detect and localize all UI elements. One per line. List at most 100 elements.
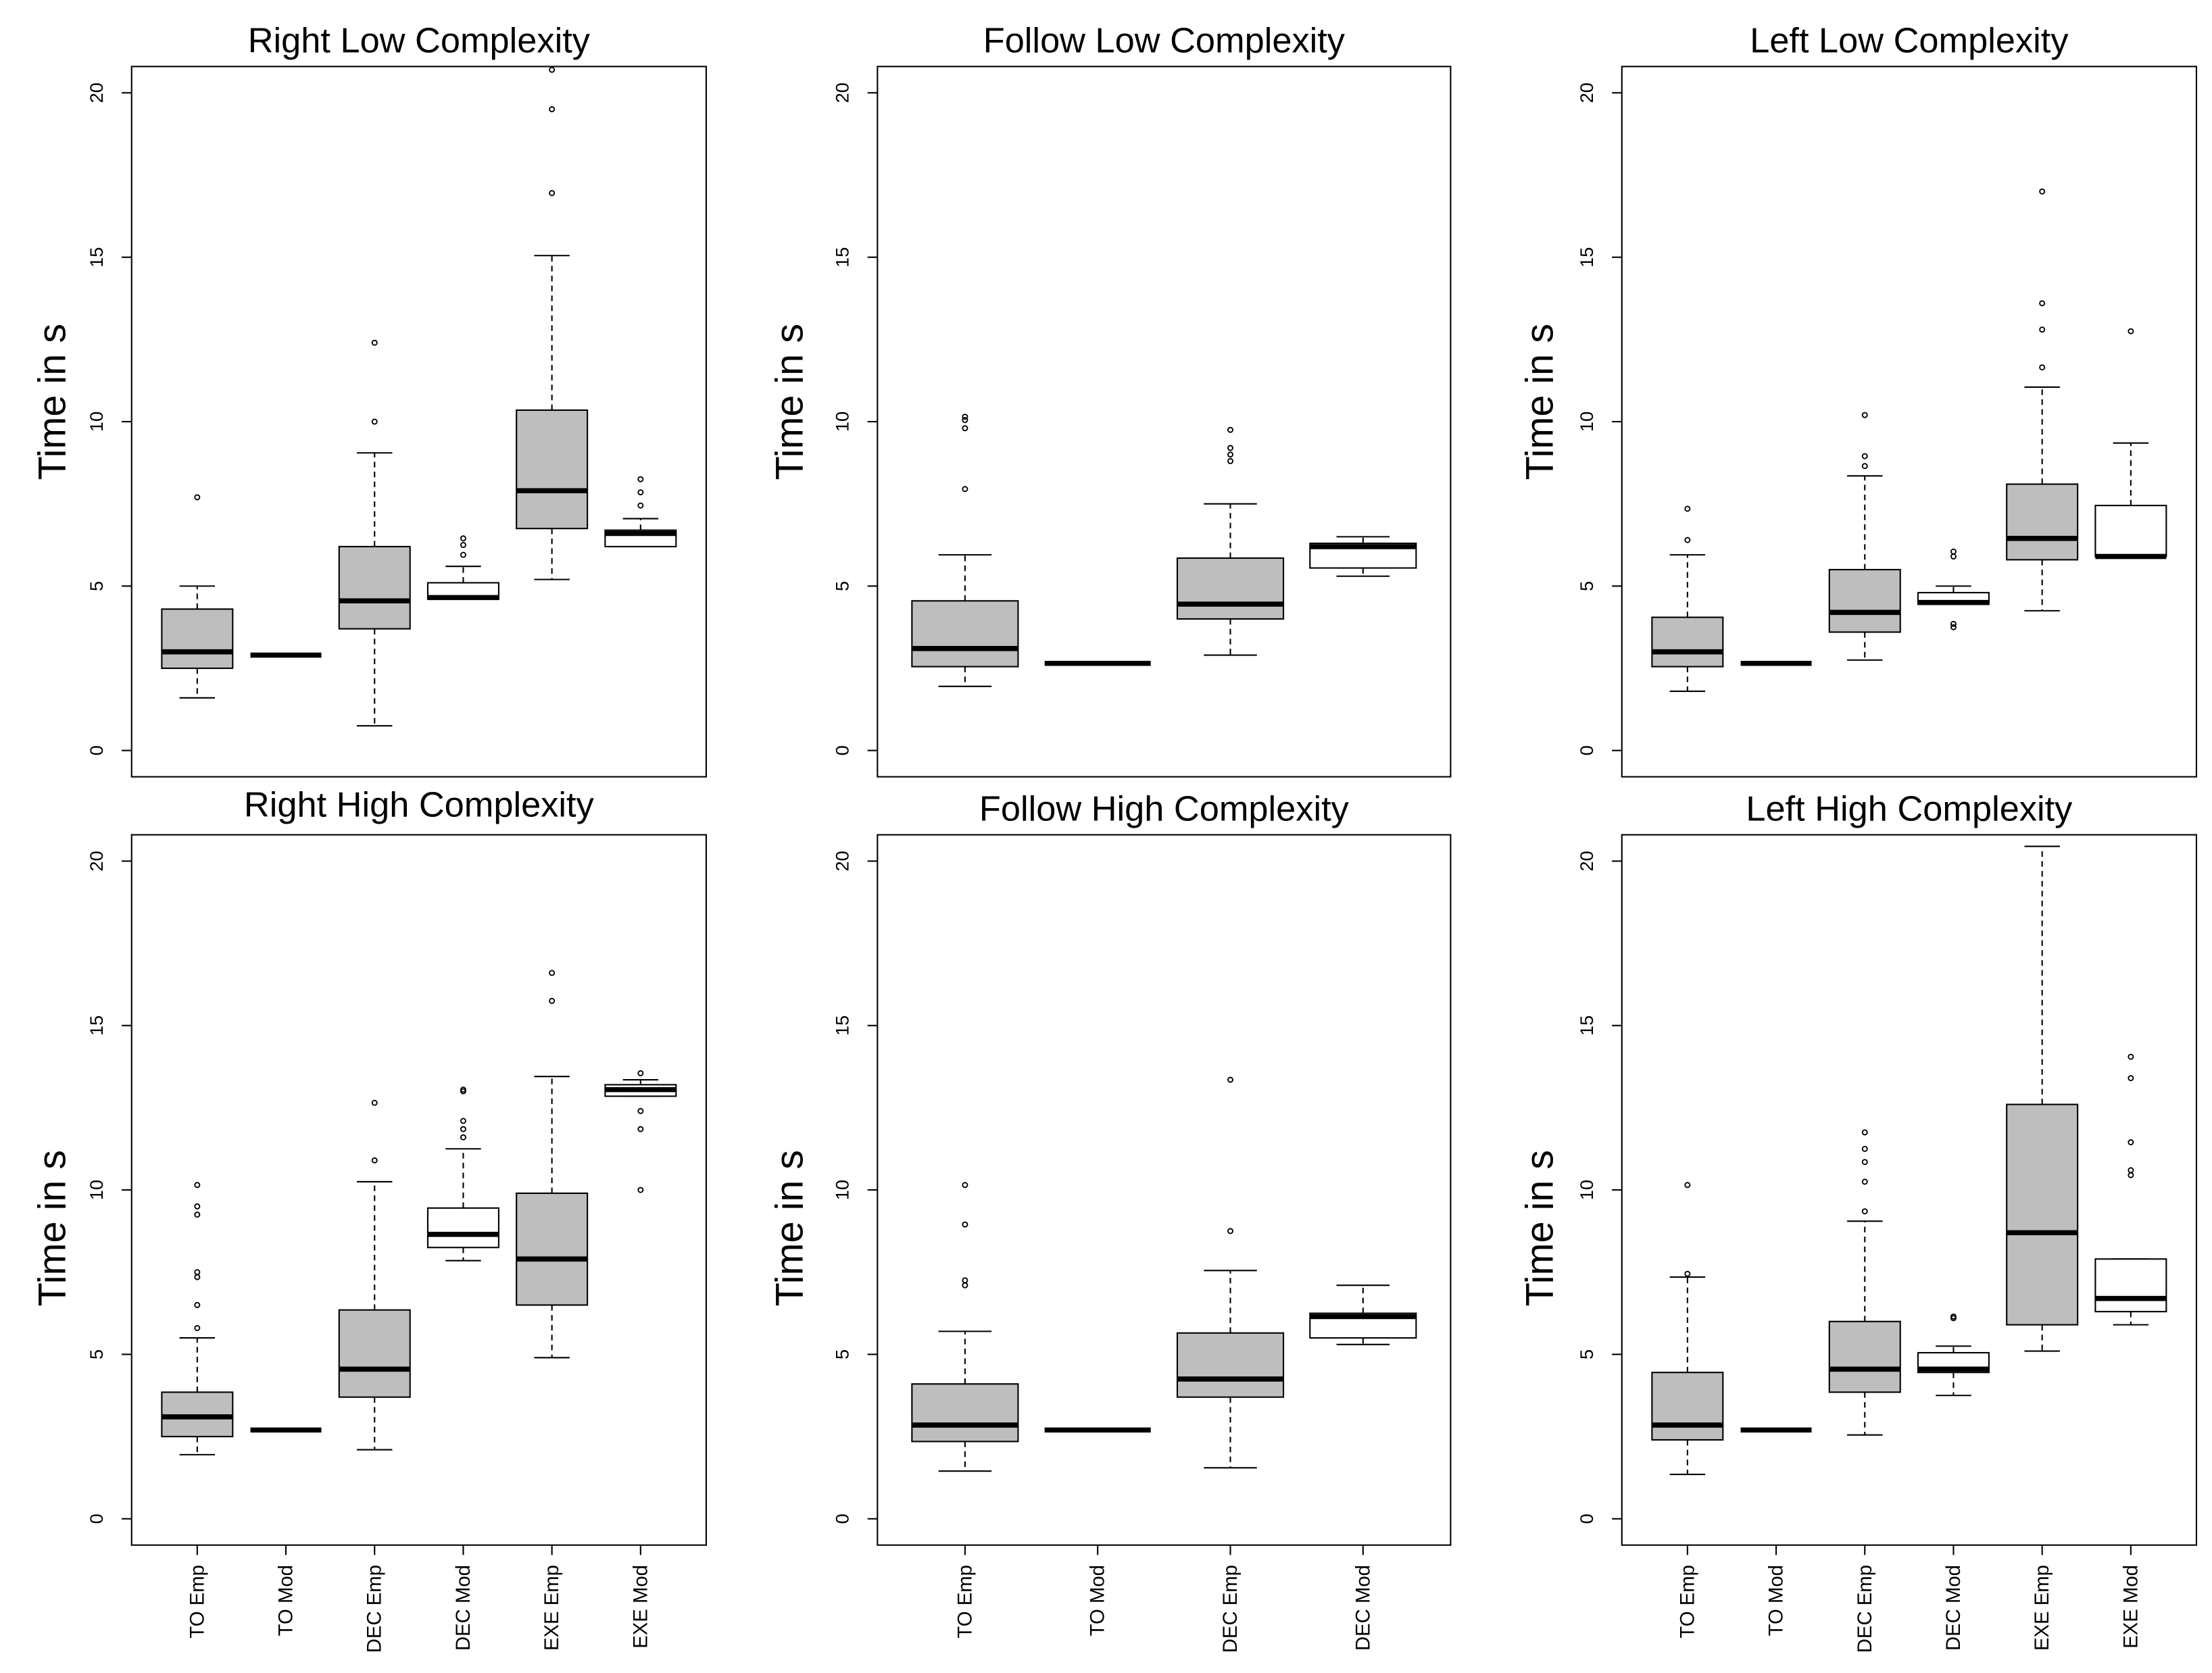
y-tick-label: 10 — [86, 1180, 107, 1200]
box-group — [2094, 1053, 2167, 1326]
outlier-point — [637, 476, 644, 482]
outlier-point — [637, 1107, 644, 1114]
box-group — [2094, 328, 2167, 559]
y-tick-label: 5 — [1576, 1349, 1597, 1359]
y-tick-label: 15 — [1576, 1016, 1597, 1036]
box-rect — [911, 600, 1019, 668]
x-tick-label: EXE Emp — [2031, 1565, 2053, 1651]
y-tick-label: 10 — [1576, 1180, 1597, 1200]
y-axis-label: Time in s — [30, 1150, 74, 1306]
y-tick-label: 10 — [86, 411, 107, 432]
y-tick-label: 10 — [831, 1180, 852, 1200]
box-group — [1828, 411, 1901, 661]
boxplot-panel: Follow Low Complexity Time in s 0 5 10 15 20 — [768, 21, 1452, 778]
outlier-point — [2039, 300, 2046, 307]
y-tick-label: 15 — [86, 247, 107, 268]
boxplot-panel: Left Low Complexity Time in s 0 5 10 15 20 — [1518, 21, 2198, 778]
outlier-point — [2128, 1053, 2134, 1060]
outlier-point — [1684, 1270, 1691, 1277]
plot-frame — [130, 66, 707, 778]
outlier-point — [1861, 1159, 1868, 1166]
outlier-point — [549, 190, 556, 197]
outlier-point — [194, 1301, 201, 1308]
y-tick-label: 15 — [1576, 247, 1597, 268]
outlier-point — [962, 486, 968, 493]
box-group — [1828, 1129, 1901, 1436]
outlier-point — [2039, 188, 2046, 195]
outlier-point — [1861, 1129, 1868, 1136]
box-rect — [516, 1192, 589, 1306]
outlier-point — [1227, 457, 1234, 464]
x-tick-label: DEC Emp — [364, 1565, 386, 1653]
box-group — [1309, 1284, 1417, 1345]
outlier-point — [549, 66, 556, 73]
outlier-point — [194, 494, 201, 501]
box-group — [1917, 1313, 1990, 1397]
outlier-point — [962, 417, 968, 424]
plot-frame — [1621, 834, 2198, 1546]
y-axis-label: Time in s — [30, 324, 74, 480]
panel-title: Left Low Complexity — [1750, 21, 2069, 60]
outlier-point — [460, 551, 466, 558]
box-rect — [1176, 1332, 1285, 1398]
outlier-point — [1227, 451, 1234, 458]
x-tick-label: EXE Emp — [541, 1565, 563, 1651]
outlier-point — [962, 425, 968, 432]
outlier-point — [194, 1324, 201, 1331]
outlier-point — [1861, 463, 1868, 470]
y-axis-label: Time in s — [1518, 324, 1561, 480]
x-tick-label: DEC Mod — [1352, 1565, 1374, 1651]
outlier-point — [460, 1087, 466, 1093]
boxplot-panel: Right Low Complexity Time in s 0 5 10 15 20 — [30, 21, 707, 778]
y-tick-label: 5 — [86, 581, 107, 591]
outlier-point — [2128, 1167, 2134, 1174]
outlier-point — [1227, 1076, 1234, 1083]
y-tick-label: 15 — [831, 1016, 852, 1036]
outlier-point — [2128, 1172, 2134, 1178]
y-tick-label: 0 — [831, 745, 852, 755]
y-tick-label: 0 — [86, 1514, 107, 1524]
box-group — [516, 970, 589, 1359]
x-tick-label: DEC Mod — [1942, 1565, 1965, 1651]
outlier-point — [549, 106, 556, 113]
box-group — [1651, 1182, 1724, 1476]
plot-frame — [877, 66, 1452, 778]
y-tick-label: 5 — [831, 581, 852, 591]
y-tick-label: 20 — [1576, 851, 1597, 871]
box-group — [426, 1087, 499, 1262]
outlier-point — [637, 1126, 644, 1132]
y-tick-label: 20 — [831, 82, 852, 103]
box-rect — [338, 1309, 411, 1398]
outlier-point — [2128, 328, 2134, 334]
y-tick-label: 10 — [1576, 411, 1597, 432]
box-group — [604, 1070, 677, 1193]
outlier-point — [1227, 1228, 1234, 1234]
box-group — [604, 476, 677, 548]
x-tick-label: TO Emp — [1676, 1565, 1698, 1639]
x-tick-label: TO Emp — [186, 1565, 208, 1639]
box-rect — [2094, 1258, 2167, 1313]
outlier-point — [1950, 624, 1957, 630]
y-tick-label: 5 — [831, 1349, 852, 1359]
outlier-point — [637, 502, 644, 509]
panel-title: Right High Complexity — [244, 785, 595, 824]
box-group — [516, 66, 589, 580]
outlier-point — [460, 1126, 466, 1132]
box-group — [1176, 1076, 1285, 1469]
outlier-point — [549, 970, 556, 976]
panel-title: Right Low Complexity — [248, 21, 591, 60]
outlier-point — [1861, 1145, 1868, 1152]
outlier-point — [1861, 411, 1868, 418]
outlier-point — [371, 1099, 378, 1106]
outlier-point — [194, 1274, 201, 1280]
box-group — [2006, 845, 2079, 1352]
outlier-point — [1950, 553, 1957, 560]
x-tick-label: TO Mod — [275, 1565, 297, 1636]
outlier-point — [194, 1203, 201, 1209]
outlier-point — [371, 339, 378, 346]
y-tick-label: 15 — [831, 247, 852, 268]
y-tick-label: 0 — [86, 745, 107, 755]
outlier-point — [1684, 1182, 1691, 1189]
box-rect — [1828, 1320, 1901, 1393]
outlier-point — [962, 1221, 968, 1228]
